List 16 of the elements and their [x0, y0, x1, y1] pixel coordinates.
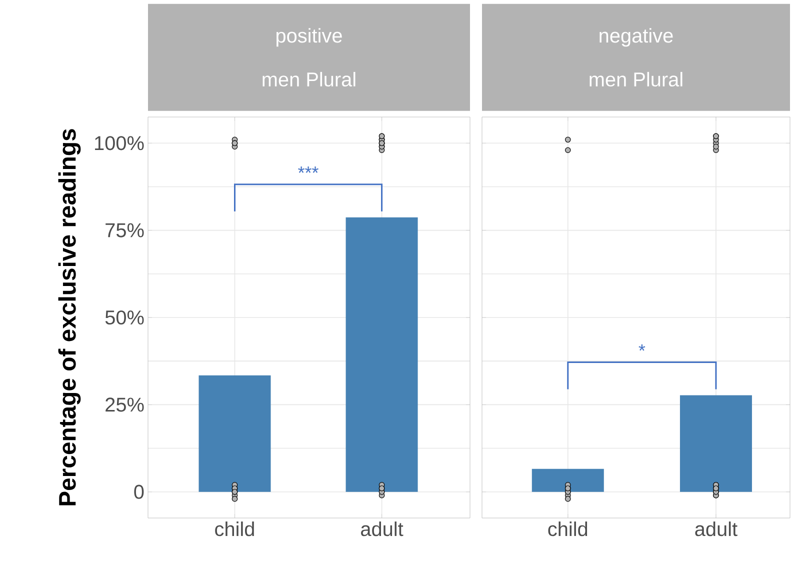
x-tick-label: child — [548, 522, 588, 536]
y-tick-label: 75% — [106, 223, 144, 238]
chart-title: positive — [276, 28, 342, 47]
y-axis-title: Percentage of exclusive readings — [58, 129, 81, 506]
y-tick-label: 100% — [95, 136, 144, 150]
x-tick-label: adult — [361, 522, 404, 536]
x-tick-label: adult — [695, 522, 738, 536]
y-tick-label: 25% — [106, 398, 144, 412]
x-tick-label: child — [215, 522, 254, 536]
y-tick-label: 50% — [105, 310, 144, 325]
annotation: *** — [298, 166, 318, 173]
chart-subtitle: men Plural — [590, 72, 682, 87]
y-tick-label: 0 — [134, 484, 144, 499]
annotation: * — [638, 344, 646, 351]
chart-subtitle: men Plural — [262, 72, 356, 87]
chart-title: negative — [600, 28, 673, 47]
